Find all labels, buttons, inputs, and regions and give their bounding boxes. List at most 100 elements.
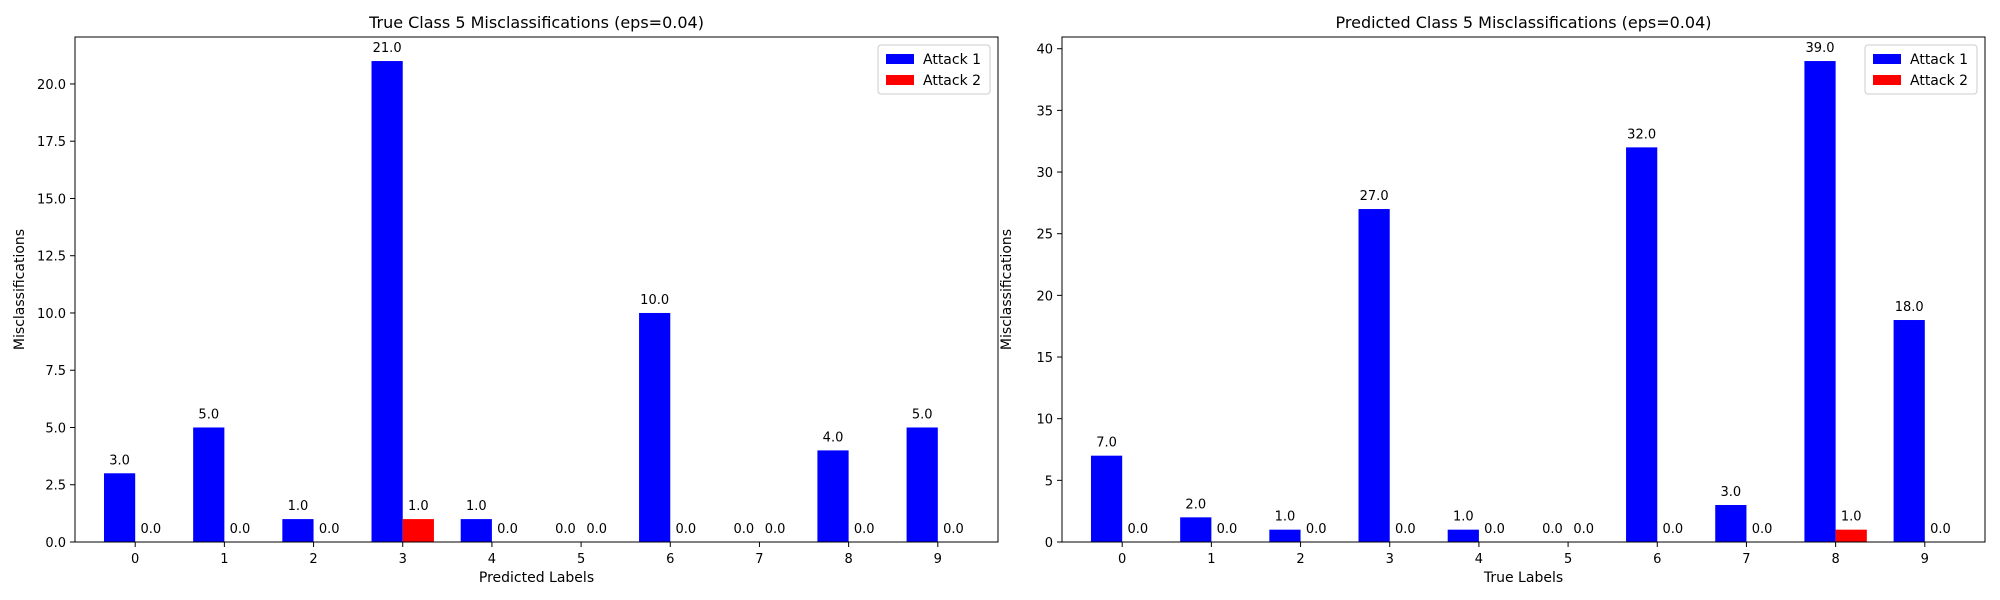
- data-label: 0.0: [1484, 522, 1505, 537]
- data-label: 10.0: [640, 293, 669, 308]
- legend-swatch: [1873, 75, 1901, 85]
- x-tick-label: 0: [1118, 552, 1126, 567]
- x-tick-label: 0: [131, 552, 139, 567]
- chart-panel-2: 7.0 2.0 1.0 27.0 1.0 0.0 32.0 3.0 39.0 18.0 0.0 0.0…: [999, 13, 1986, 586]
- data-label: 0.0: [586, 522, 607, 537]
- x-tick-label: 1: [220, 552, 228, 567]
- bar: [193, 427, 225, 542]
- data-label: 0.0: [497, 522, 518, 537]
- x-axis-label: True Labels: [1483, 570, 1563, 586]
- y-tick-label: 20: [1036, 289, 1053, 304]
- x-tick-label: 4: [1475, 552, 1483, 567]
- x-tick-label: 8: [844, 552, 852, 567]
- x-tick-label: 8: [1831, 552, 1839, 567]
- y-tick-label: 5.0: [45, 421, 66, 436]
- data-label: 2.0: [1185, 497, 1206, 512]
- data-label: 5.0: [198, 407, 219, 422]
- x-tick-label: 7: [755, 552, 763, 567]
- x-tick-label: 3: [399, 552, 407, 567]
- legend-label: Attack 2: [923, 73, 981, 89]
- legend: Attack 1 Attack 2: [877, 44, 991, 95]
- data-label: 1.0: [1453, 510, 1474, 525]
- y-tick-label: 10: [1036, 413, 1053, 428]
- y-tick-label: 17.5: [37, 135, 66, 150]
- legend-swatch: [886, 54, 914, 64]
- legend-swatch: [1873, 54, 1901, 64]
- data-label: 18.0: [1895, 300, 1924, 315]
- bar: [371, 61, 403, 543]
- data-label: 0.0: [1663, 522, 1684, 537]
- data-label: 0.0: [676, 522, 697, 537]
- data-label: 0.0: [140, 522, 161, 537]
- data-label: 3.0: [109, 453, 130, 468]
- x-tick-label: 6: [1653, 552, 1661, 567]
- bar: [1358, 209, 1390, 543]
- data-label: 32.0: [1627, 127, 1656, 142]
- data-label: 4.0: [823, 430, 844, 445]
- bar: [1269, 529, 1301, 542]
- data-label: 0.0: [1752, 522, 1773, 537]
- y-axis-label: Misclassifications: [999, 229, 1015, 350]
- x-tick-label: 2: [1296, 552, 1304, 567]
- bar: [282, 519, 314, 542]
- x-axis-label: Predicted Labels: [479, 570, 594, 586]
- data-label: 39.0: [1806, 41, 1835, 56]
- bar: [1447, 529, 1479, 542]
- data-label: 1.0: [1275, 510, 1296, 525]
- bar: [1626, 147, 1658, 542]
- bar: [1804, 61, 1836, 543]
- data-label: 0.0: [943, 522, 964, 537]
- data-label: 0.0: [854, 522, 875, 537]
- data-label: 1.0: [1841, 510, 1862, 525]
- data-label: 0.0: [1930, 522, 1951, 537]
- y-tick-label: 2.5: [45, 479, 66, 494]
- data-label: 0.0: [1127, 522, 1148, 537]
- bar: [402, 519, 434, 542]
- legend: Attack 1 Attack 2: [1864, 44, 1978, 95]
- data-label: 0.0: [1573, 522, 1594, 537]
- bar: [1893, 320, 1925, 542]
- data-label: 0.0: [1542, 522, 1563, 537]
- y-tick-label: 12.5: [37, 250, 66, 265]
- axes-frame: [1061, 36, 1986, 543]
- data-label: 5.0: [912, 407, 933, 422]
- x-tick-label: 9: [1921, 552, 1929, 567]
- x-tick-label: 6: [666, 552, 674, 567]
- y-tick-label: 0.0: [45, 536, 66, 551]
- data-label: 0.0: [1217, 522, 1238, 537]
- bar: [639, 312, 671, 542]
- data-label: 0.0: [555, 522, 576, 537]
- x-tick-label: 4: [488, 552, 496, 567]
- y-tick-label: 0: [1045, 536, 1053, 551]
- y-tick-label: 30: [1036, 166, 1053, 181]
- bar: [1715, 505, 1747, 542]
- bar: [817, 450, 849, 542]
- data-label: 27.0: [1360, 189, 1389, 204]
- bar: [103, 473, 136, 542]
- chart-title: True Class 5 Misclassifications (eps=0.0…: [368, 13, 704, 32]
- data-label: 7.0: [1096, 436, 1117, 451]
- y-tick-label: 5: [1045, 474, 1053, 489]
- data-label: 1.0: [288, 499, 309, 514]
- x-tick-label: 1: [1207, 552, 1215, 567]
- x-tick-label: 9: [934, 552, 942, 567]
- chart-title: Predicted Class 5 Misclassifications (ep…: [1336, 13, 1712, 32]
- data-label: 0.0: [1395, 522, 1416, 537]
- y-tick-label: 35: [1036, 104, 1053, 119]
- y-tick-label: 7.5: [45, 364, 66, 379]
- y-tick-label: 20.0: [37, 78, 66, 93]
- data-label: 3.0: [1720, 485, 1741, 500]
- data-label: 0.0: [733, 522, 754, 537]
- x-tick-label: 2: [309, 552, 317, 567]
- data-label: 1.0: [408, 499, 429, 514]
- data-label: 0.0: [230, 522, 251, 537]
- data-label: 1.0: [466, 499, 487, 514]
- data-label: 0.0: [765, 522, 786, 537]
- y-tick-label: 15.0: [37, 192, 66, 207]
- bar: [1180, 517, 1212, 542]
- axes-frame: [74, 36, 999, 543]
- legend-label: Attack 2: [1910, 73, 1968, 89]
- x-tick-label: 7: [1742, 552, 1750, 567]
- bar: [460, 519, 492, 542]
